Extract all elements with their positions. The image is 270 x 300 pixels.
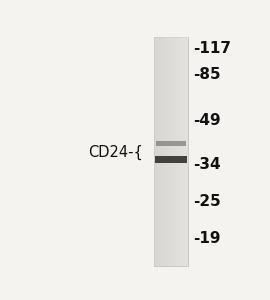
Text: -34: -34 [193,157,220,172]
Text: CD24-{: CD24-{ [88,144,143,160]
Bar [155,156,187,164]
Text: -19: -19 [193,231,220,246]
Bar [156,141,186,146]
Text: -85: -85 [193,67,220,82]
Bar [154,37,188,266]
Text: -117: -117 [193,41,231,56]
Text: -25: -25 [193,194,221,209]
Text: -49: -49 [193,113,220,128]
